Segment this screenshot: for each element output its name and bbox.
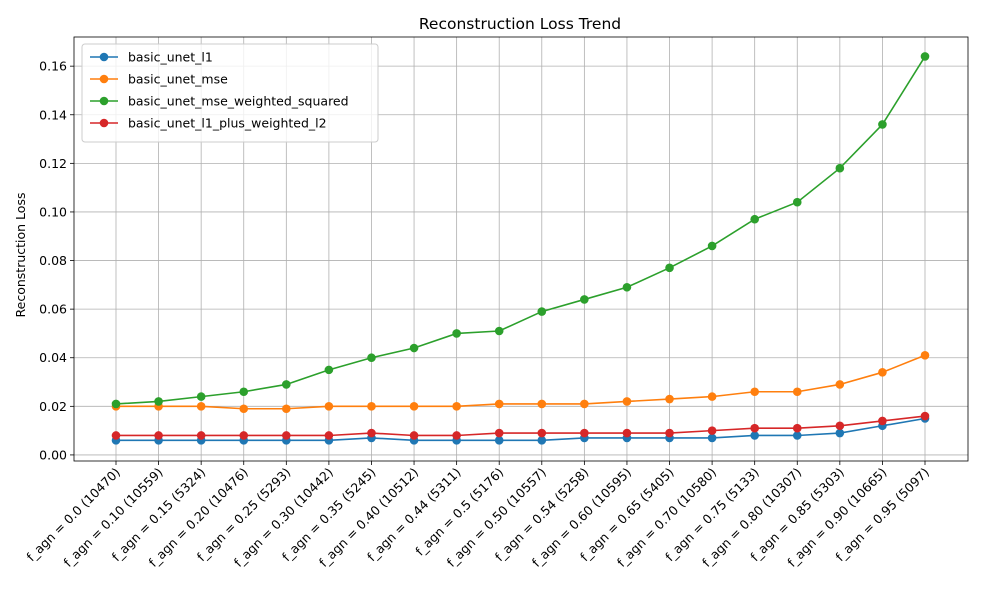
data-point xyxy=(409,402,419,411)
y-tick-label: 0.06 xyxy=(39,302,67,317)
data-point xyxy=(537,399,547,409)
legend-item: basic_unet_l1 xyxy=(90,50,213,65)
data-point xyxy=(792,387,802,397)
data-point xyxy=(154,397,163,406)
data-point xyxy=(239,387,249,397)
data-point xyxy=(196,402,206,411)
plot-frame xyxy=(73,36,969,462)
y-tick-label: 0.08 xyxy=(39,253,67,268)
data-point xyxy=(239,404,249,414)
data-point xyxy=(324,365,334,375)
y-tick-label: 0.10 xyxy=(39,204,67,219)
data-point xyxy=(111,399,121,409)
data-point xyxy=(239,431,249,440)
data-point xyxy=(622,397,632,406)
legend-label: basic_unet_l1 xyxy=(128,50,213,65)
data-point xyxy=(707,392,717,401)
series-basic_unet_mse xyxy=(111,351,930,414)
y-tick-label: 0.14 xyxy=(39,107,67,122)
y-tick-label: 0.02 xyxy=(39,399,67,414)
series-line xyxy=(116,417,926,442)
data-point xyxy=(452,431,461,440)
data-point xyxy=(537,307,547,316)
data-point xyxy=(707,426,717,435)
data-point xyxy=(622,428,632,438)
data-point xyxy=(580,399,589,409)
legend-label: basic_unet_l1_plus_weighted_l2 xyxy=(128,116,327,131)
data-point xyxy=(878,120,887,129)
series-layer xyxy=(111,52,930,445)
data-point xyxy=(878,416,887,426)
data-point xyxy=(835,380,845,389)
series-line xyxy=(116,354,926,410)
data-point xyxy=(154,431,163,440)
legend-label: basic_unet_mse xyxy=(128,72,228,87)
data-point xyxy=(537,436,547,445)
series-line xyxy=(115,56,926,405)
legend-item: basic_unet_l1_plus_weighted_l2 xyxy=(90,116,327,131)
series-basic_unet_l1_plus_weighted_l2 xyxy=(111,411,930,440)
data-point xyxy=(750,423,759,433)
data-point xyxy=(665,428,674,438)
legend-box xyxy=(81,43,379,143)
data-point xyxy=(409,431,419,440)
data-point xyxy=(409,343,419,353)
data-point xyxy=(367,402,376,411)
data-point xyxy=(665,263,674,273)
legend-label: basic_unet_mse_weighted_squared xyxy=(128,94,349,109)
legend-marker xyxy=(99,74,109,84)
data-point xyxy=(196,392,206,401)
series-basic_unet_mse_weighted_squared xyxy=(111,52,930,409)
y-tick-label: 0.00 xyxy=(39,447,67,462)
data-point xyxy=(792,431,802,440)
legend-marker xyxy=(99,52,109,62)
data-point xyxy=(707,433,717,443)
data-point xyxy=(111,431,121,440)
data-point xyxy=(494,326,504,336)
data-point xyxy=(282,431,291,440)
data-point xyxy=(750,431,759,440)
data-point xyxy=(324,402,334,411)
data-point xyxy=(707,241,717,251)
data-point xyxy=(367,353,376,363)
legend-marker xyxy=(99,96,109,106)
data-point xyxy=(835,428,845,438)
data-point xyxy=(750,214,759,224)
data-point xyxy=(835,163,845,173)
data-point xyxy=(537,428,547,438)
data-point xyxy=(196,431,206,440)
data-point xyxy=(920,411,930,421)
data-point xyxy=(835,421,845,431)
legend-item: basic_unet_mse_weighted_squared xyxy=(90,94,349,109)
data-point xyxy=(452,402,461,411)
data-point xyxy=(750,387,759,397)
y-tick-label: 0.12 xyxy=(39,156,67,171)
data-point xyxy=(282,380,291,389)
data-point xyxy=(878,368,887,377)
legend-marker xyxy=(99,118,109,128)
chart-title: Reconstruction Loss Trend xyxy=(419,15,621,33)
data-point xyxy=(282,404,291,414)
data-point xyxy=(665,394,674,404)
y-tick-label: 0.04 xyxy=(39,350,67,365)
data-point xyxy=(792,197,802,207)
data-point xyxy=(622,282,632,292)
data-point xyxy=(920,52,930,61)
data-point xyxy=(494,399,504,409)
data-point xyxy=(452,329,461,338)
data-point xyxy=(580,428,589,438)
legend: basic_unet_l1 basic_unet_mse basic_unet_ms… xyxy=(81,43,379,143)
legend-item: basic_unet_mse xyxy=(90,72,228,87)
data-point xyxy=(580,295,589,304)
series-line xyxy=(116,415,926,437)
data-point xyxy=(792,423,802,433)
data-point xyxy=(494,436,504,445)
data-point xyxy=(324,431,334,440)
y-tick-label: 0.16 xyxy=(39,59,67,74)
y-axis-label: Reconstruction Loss xyxy=(13,193,28,318)
data-point xyxy=(494,428,504,438)
data-point xyxy=(920,351,930,360)
data-point xyxy=(367,428,376,438)
